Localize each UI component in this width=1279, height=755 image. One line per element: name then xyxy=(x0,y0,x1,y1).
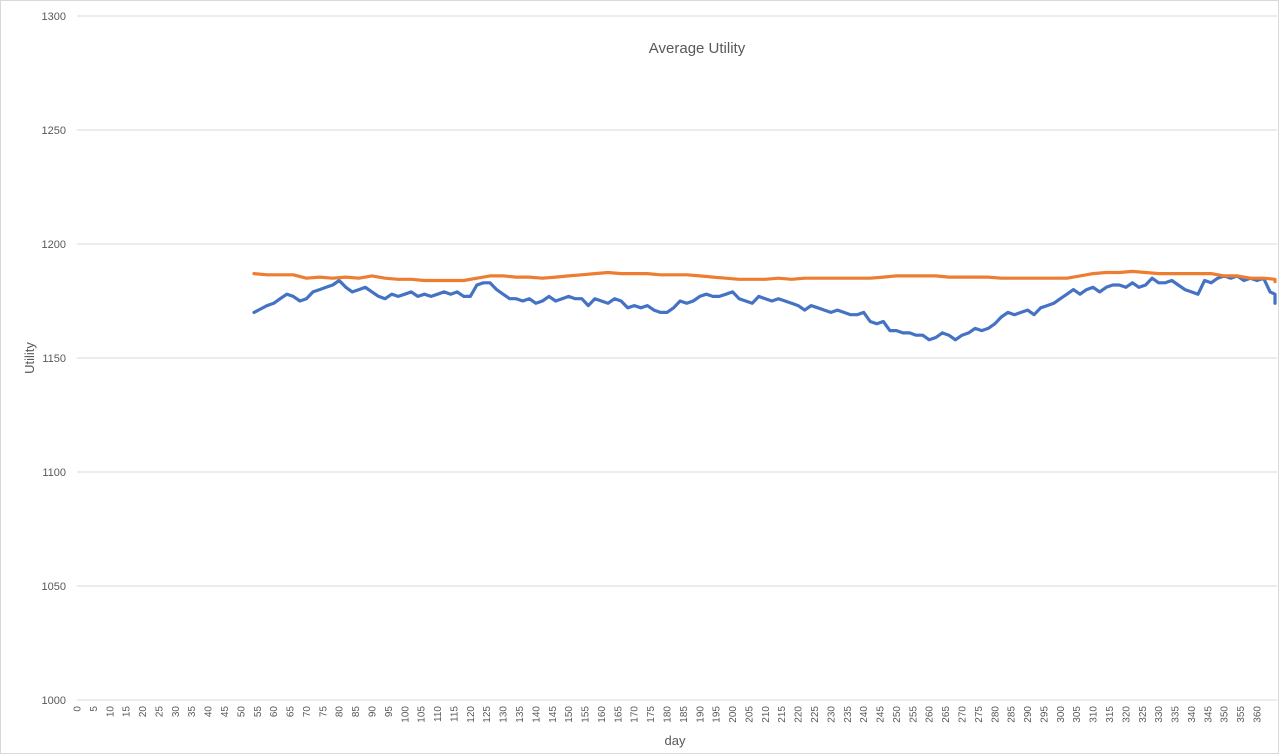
y-axis-tick-labels: 1000 1050 1100 1150 1200 1250 1300 xyxy=(42,11,66,707)
x-tick-label-325: 325 xyxy=(1138,706,1149,723)
x-tick-label-110: 110 xyxy=(433,706,444,722)
x-tick-label-280: 280 xyxy=(990,706,1001,723)
x-tick-label-245: 245 xyxy=(876,706,887,723)
x-tick-label-75: 75 xyxy=(318,706,329,718)
x-tick-label-255: 255 xyxy=(908,706,919,723)
x-tick-label-160: 160 xyxy=(597,706,608,723)
x-tick-label-225: 225 xyxy=(810,706,821,723)
x-tick-label-115: 115 xyxy=(449,706,460,722)
x-tick-label-305: 305 xyxy=(1072,706,1083,723)
x-tick-label-0: 0 xyxy=(73,706,84,712)
x-tick-label-145: 145 xyxy=(548,706,559,723)
x-tick-label-95: 95 xyxy=(384,706,395,718)
x-tick-label-320: 320 xyxy=(1121,706,1132,723)
x-tick-label-40: 40 xyxy=(204,706,215,718)
x-tick-label-335: 335 xyxy=(1171,706,1182,723)
x-tick-label-215: 215 xyxy=(777,706,788,723)
x-tick-label-100: 100 xyxy=(400,706,411,723)
x-axis-title: day xyxy=(665,733,686,748)
x-tick-label-290: 290 xyxy=(1023,706,1034,723)
x-tick-label-270: 270 xyxy=(958,706,969,723)
x-tick-label-125: 125 xyxy=(482,706,493,723)
x-tick-label-360: 360 xyxy=(1253,706,1264,723)
x-tick-label-5: 5 xyxy=(89,706,100,712)
x-tick-label-230: 230 xyxy=(826,706,837,723)
x-tick-label-90: 90 xyxy=(368,706,379,718)
x-tick-label-350: 350 xyxy=(1220,706,1231,723)
y-tick-label-1100: 1100 xyxy=(42,467,66,479)
x-tick-label-15: 15 xyxy=(122,706,133,718)
x-tick-label-210: 210 xyxy=(761,706,772,723)
x-tick-label-185: 185 xyxy=(679,706,690,723)
x-tick-label-315: 315 xyxy=(1105,706,1116,723)
x-tick-label-45: 45 xyxy=(220,706,231,718)
x-tick-label-10: 10 xyxy=(105,706,116,718)
x-tick-label-285: 285 xyxy=(1007,706,1018,723)
x-tick-label-190: 190 xyxy=(695,706,706,723)
x-tick-label-165: 165 xyxy=(613,706,624,723)
x-tick-label-120: 120 xyxy=(466,706,477,723)
x-tick-label-105: 105 xyxy=(417,706,428,723)
x-tick-label-85: 85 xyxy=(351,706,362,718)
y-axis-title: Utility xyxy=(22,342,37,374)
x-tick-label-55: 55 xyxy=(253,706,264,718)
x-tick-label-240: 240 xyxy=(859,706,870,723)
y-tick-label-1000: 1000 xyxy=(42,695,66,707)
x-tick-label-70: 70 xyxy=(302,706,313,718)
series-line-1 xyxy=(252,274,1277,342)
x-tick-label-35: 35 xyxy=(187,706,198,718)
x-tick-label-295: 295 xyxy=(1039,706,1050,723)
y-tick-label-1250: 1250 xyxy=(42,125,66,137)
x-tick-label-260: 260 xyxy=(925,706,936,723)
y-tick-label-1050: 1050 xyxy=(42,581,66,593)
chart-title: Average Utility xyxy=(649,40,746,57)
y-tick-label-1150: 1150 xyxy=(42,353,66,365)
x-tick-label-220: 220 xyxy=(794,706,805,723)
x-tick-label-205: 205 xyxy=(744,706,755,723)
x-tick-label-195: 195 xyxy=(712,706,723,723)
x-tick-label-250: 250 xyxy=(892,706,903,723)
x-tick-label-355: 355 xyxy=(1236,706,1247,723)
x-tick-label-175: 175 xyxy=(646,706,657,723)
x-tick-label-135: 135 xyxy=(515,706,526,723)
y-tick-label-1200: 1200 xyxy=(42,239,66,251)
series-lines xyxy=(252,269,1277,342)
x-tick-label-330: 330 xyxy=(1154,706,1165,723)
x-tick-label-180: 180 xyxy=(663,706,674,723)
y-tick-label-1300: 1300 xyxy=(42,11,66,23)
x-tick-label-50: 50 xyxy=(236,706,247,718)
x-tick-label-80: 80 xyxy=(335,706,346,718)
x-tick-label-265: 265 xyxy=(941,706,952,723)
x-tick-label-155: 155 xyxy=(581,706,592,723)
x-tick-label-310: 310 xyxy=(1089,706,1100,723)
x-tick-label-170: 170 xyxy=(630,706,641,723)
x-tick-label-345: 345 xyxy=(1203,706,1214,723)
x-tick-label-65: 65 xyxy=(286,706,297,718)
x-tick-label-140: 140 xyxy=(531,706,542,723)
x-tick-label-275: 275 xyxy=(974,706,985,723)
x-tick-label-235: 235 xyxy=(843,706,854,723)
gridlines xyxy=(77,15,1277,701)
x-tick-label-150: 150 xyxy=(564,706,575,723)
x-tick-label-30: 30 xyxy=(171,706,182,718)
x-tick-label-340: 340 xyxy=(1187,706,1198,723)
x-tick-label-60: 60 xyxy=(269,706,280,718)
x-axis-tick-labels: 0 5 10 15 20 25 30 35 40 45 50 55 60 65 70 75 80 85 90 95 10… xyxy=(73,706,1264,723)
x-tick-label-300: 300 xyxy=(1056,706,1067,723)
x-tick-label-130: 130 xyxy=(499,706,510,723)
x-tick-label-25: 25 xyxy=(154,706,165,718)
x-tick-label-200: 200 xyxy=(728,706,739,723)
x-tick-label-20: 20 xyxy=(138,706,149,718)
series-line-2 xyxy=(252,269,1277,284)
